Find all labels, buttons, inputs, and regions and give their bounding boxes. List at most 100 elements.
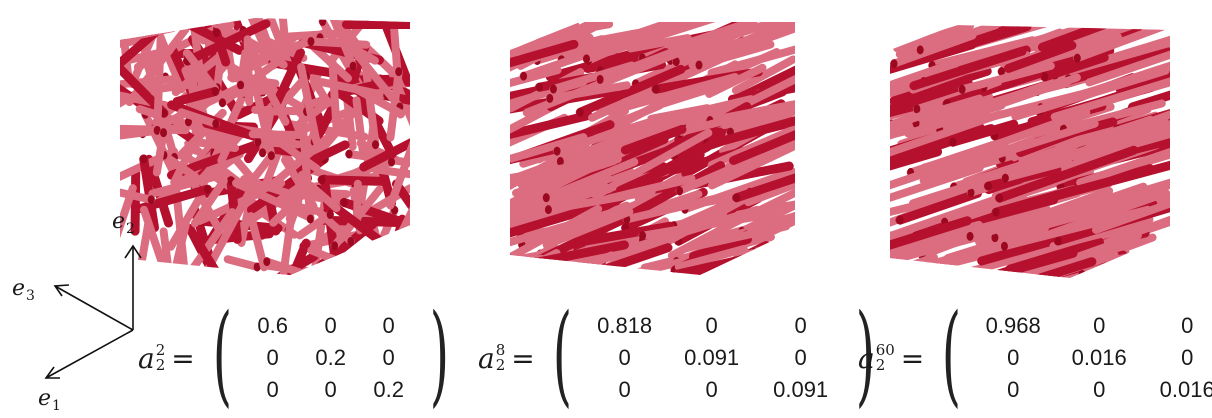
- fiber-end: [268, 151, 275, 160]
- fiber-end: [1074, 54, 1081, 63]
- e3-axis-label: e3: [12, 278, 35, 303]
- fiber-end: [1002, 174, 1009, 183]
- matrix-cell: 0: [1145, 345, 1212, 371]
- fiber-end: [395, 67, 402, 76]
- fiber-end: [653, 85, 660, 94]
- fiber-end: [856, 119, 863, 128]
- matrix-cell: 0: [973, 377, 1053, 403]
- fiber-end: [212, 87, 219, 96]
- fiber-end: [720, 266, 727, 275]
- fiber: [322, 180, 383, 182]
- fiber-end: [372, 140, 379, 149]
- e2-axis-label: e2: [112, 211, 135, 236]
- matrix-cell: 0.968: [973, 313, 1053, 339]
- fiber-end: [254, 137, 261, 146]
- left-parenthesis: (: [213, 299, 232, 409]
- fiber-end: [461, 213, 468, 222]
- fiber-end: [910, 282, 917, 291]
- fiber: [484, 259, 541, 274]
- fiber-end: [985, 182, 992, 191]
- fiber-end: [504, 267, 511, 276]
- fiber-cube-aligned: [449, 6, 843, 294]
- fiber-end: [928, 264, 935, 273]
- matrix-cell: 0.091: [758, 377, 844, 403]
- tensor-matrix: 0.818 0 0 0 0.091 0 0 0 0.091: [584, 310, 844, 406]
- fiber-end: [545, 205, 552, 214]
- fiber: [748, 259, 795, 279]
- fiber-end: [498, 106, 505, 115]
- fiber-end: [346, 150, 353, 159]
- fiber-end: [449, 237, 456, 246]
- fiber-end: [463, 185, 470, 194]
- fiber-end: [867, 262, 874, 271]
- matrix-cell: 0: [1145, 313, 1212, 339]
- matrix-cell: 0.091: [666, 345, 758, 371]
- fiber: [1117, 251, 1212, 282]
- fiber-end: [109, 124, 116, 133]
- fiber-end: [523, 260, 530, 269]
- fiber-end: [874, 162, 881, 171]
- left-parenthesis: (: [942, 299, 961, 409]
- fiber-end: [864, 256, 871, 265]
- fiber-end: [744, 275, 751, 284]
- fiber: [229, 90, 273, 95]
- fiber-end: [1084, 279, 1091, 288]
- fiber-end: [863, 277, 870, 286]
- fiber: [311, 41, 366, 44]
- fiber-end: [259, 148, 266, 157]
- fiber: [241, 53, 246, 85]
- fiber-end: [1055, 236, 1062, 245]
- fiber-end: [577, 108, 584, 117]
- e1-axis-arrow: [46, 330, 133, 378]
- fiber-end: [733, 193, 740, 202]
- fiber-end: [1068, 280, 1075, 289]
- fiber-end: [212, 119, 219, 128]
- fiber-end: [861, 48, 868, 57]
- fiber: [164, 231, 169, 273]
- fiber-end: [327, 210, 334, 219]
- fiber-end: [505, 254, 512, 263]
- matrix-cell: 0: [758, 345, 844, 371]
- matrix-cell: 0: [302, 377, 360, 403]
- matrix-cell: 0: [360, 313, 418, 339]
- matrix-cell: 0: [758, 313, 844, 339]
- fiber-end: [160, 128, 167, 137]
- fiber-cube-highly-aligned: [824, 9, 1212, 296]
- fiber: [281, 0, 286, 54]
- e3-axis-arrow: [55, 286, 133, 330]
- left-parenthesis: (: [553, 299, 572, 409]
- fiber-end: [381, 293, 388, 302]
- fiber-end: [687, 281, 694, 290]
- fiber-end: [189, 13, 196, 22]
- matrix-cell: 0.6: [244, 313, 302, 339]
- matrix-cell: 0.818: [584, 313, 666, 339]
- fiber: [228, 259, 257, 267]
- fiber: [253, 134, 302, 135]
- matrix-cell: 0: [666, 377, 758, 403]
- fiber-end: [896, 275, 903, 284]
- fiber-end: [495, 51, 502, 60]
- matrix-cell: 0: [1053, 377, 1145, 403]
- fiber-end: [184, 4, 191, 13]
- fiber: [157, 40, 160, 130]
- fiber-end: [917, 45, 924, 54]
- fiber-end: [967, 232, 974, 241]
- matrix-cell: 0.016: [1145, 377, 1212, 403]
- matrix-cell: 0: [584, 345, 666, 371]
- fiber-end: [319, 175, 326, 184]
- fiber-end: [896, 216, 903, 225]
- fiber-end: [237, 81, 244, 90]
- fiber-end: [213, 28, 220, 37]
- fiber-end: [1041, 72, 1048, 81]
- fiber-end: [460, 270, 467, 279]
- fiber-end: [307, 37, 314, 46]
- fiber-end: [850, 162, 857, 171]
- fiber: [734, 252, 839, 283]
- fiber: [756, 245, 823, 281]
- fiber-end: [484, 234, 491, 243]
- fiber-end: [892, 270, 899, 279]
